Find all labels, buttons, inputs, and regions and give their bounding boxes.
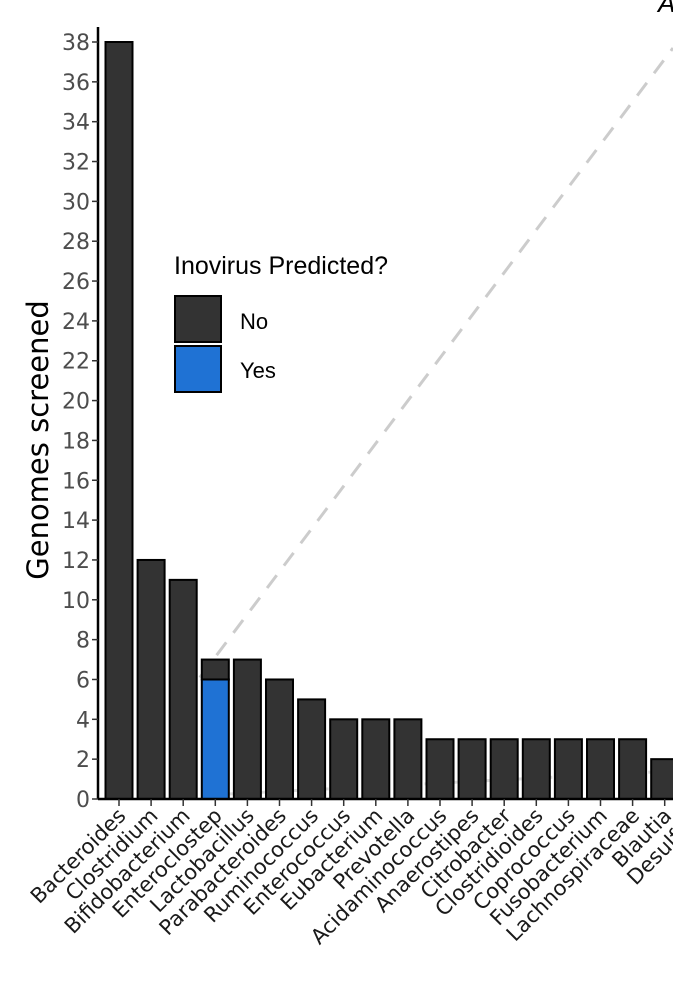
bar-no	[489, 738, 519, 800]
bar-no	[425, 738, 455, 800]
bar-no	[457, 738, 487, 800]
legend-swatch-no	[174, 295, 222, 343]
bar-no	[200, 658, 230, 681]
y-tick-label: 14	[62, 509, 90, 534]
bar-no	[586, 738, 615, 800]
y-tick-label: 10	[62, 589, 90, 614]
y-tick-label: 6	[76, 668, 90, 693]
bar-no	[650, 758, 673, 801]
y-tick-label: 4	[76, 708, 90, 733]
bar-no	[168, 578, 198, 800]
y-tick-label: 8	[76, 629, 90, 654]
y-tick-label: 18	[62, 429, 90, 454]
bar-no	[232, 658, 262, 800]
axes-group	[96, 27, 673, 801]
y-tick-label: 36	[62, 71, 90, 96]
bar-no	[104, 41, 134, 800]
y-tick-label: 2	[76, 748, 90, 773]
bar-no	[553, 738, 583, 800]
y-axis-label: Genomes screened	[21, 300, 55, 580]
bar-no	[265, 678, 294, 801]
y-tick-label: 12	[62, 549, 90, 574]
panel-letter: A	[656, 0, 673, 18]
legend-label-no: No	[240, 309, 268, 334]
y-tick-label: 16	[62, 469, 90, 494]
bar-no	[297, 698, 327, 800]
bar-no	[521, 738, 551, 800]
bar-no	[361, 718, 391, 801]
y-tick-label: 38	[62, 31, 90, 56]
bar-yes	[200, 678, 230, 801]
bar-no	[329, 718, 359, 801]
y-tick-label: 24	[62, 310, 90, 335]
y-tick-label: 30	[62, 190, 90, 215]
x-labels-group: BacteroidesClostridiumBifidobacteriumEnt…	[26, 799, 673, 949]
zoom-connector-upper	[198, 47, 673, 679]
bar-no	[136, 558, 166, 801]
legend-title: Inovirus Predicted?	[174, 252, 388, 280]
legend-label-yes: Yes	[240, 358, 276, 383]
bar-no	[393, 718, 423, 801]
y-tick-label: 22	[62, 350, 90, 375]
legend: Inovirus Predicted? No Yes	[174, 252, 388, 393]
bar-no	[618, 738, 648, 800]
bars-group	[104, 41, 673, 801]
y-tick-label: 34	[62, 111, 90, 136]
y-tick-label: 28	[62, 230, 90, 255]
legend-swatch-yes	[174, 345, 222, 393]
y-tick-label: 26	[62, 270, 90, 295]
y-tick-label: 32	[62, 151, 90, 176]
y-tick-label: 20	[62, 390, 90, 415]
y-tick-label: 0	[76, 788, 90, 813]
